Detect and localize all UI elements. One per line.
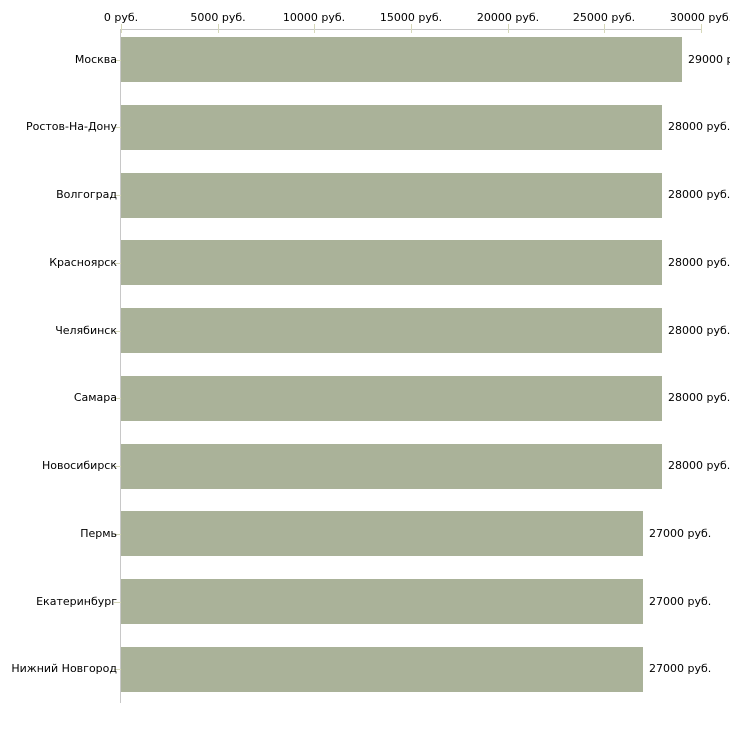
value-label: 28000 руб.	[668, 188, 730, 201]
category-label: Ростов-На-Дону	[25, 120, 117, 134]
bar	[121, 579, 643, 624]
x-axis-tick	[701, 24, 702, 33]
value-label: 27000 руб.	[649, 526, 712, 540]
bar	[121, 511, 643, 557]
x-axis-tick-label: 15000 руб.	[379, 11, 443, 24]
y-axis-tick	[114, 263, 121, 264]
y-axis-line	[120, 29, 121, 703]
value-label: 27000 руб.	[649, 594, 712, 608]
x-axis-tick	[604, 24, 605, 33]
y-axis-tick	[114, 669, 121, 670]
category-label: Пермь	[80, 526, 117, 540]
value-label: 29000 руб.	[688, 52, 730, 66]
value-label: 28000 руб.	[668, 459, 730, 472]
category-label: Красноярск	[49, 255, 117, 269]
category-label: Волгоград	[56, 188, 117, 201]
x-axis-tick-label: 0 руб.	[103, 11, 139, 24]
bar	[121, 104, 662, 150]
bar	[121, 172, 662, 218]
category-label: Челябинск	[55, 323, 117, 337]
value-label: 28000 руб.	[668, 323, 730, 337]
x-axis-tick-label: 30000 руб.	[669, 11, 730, 24]
x-axis-tick	[314, 24, 315, 33]
x-axis-tick-label: 20000 руб.	[476, 11, 540, 24]
y-axis-tick	[114, 195, 121, 196]
bar	[121, 646, 643, 692]
y-axis-tick	[114, 534, 121, 535]
bar	[121, 240, 662, 286]
bar	[121, 375, 662, 421]
y-axis-tick	[114, 602, 121, 603]
bar	[121, 308, 662, 353]
category-label: Самара	[73, 391, 117, 405]
x-axis-tick	[508, 24, 509, 33]
x-axis-tick-label: 10000 руб.	[282, 11, 346, 24]
bar	[121, 443, 662, 489]
value-label: 28000 руб.	[668, 120, 730, 134]
x-axis-tick-label: 5000 руб.	[190, 11, 246, 24]
value-label: 27000 руб.	[649, 662, 712, 676]
y-axis-tick	[114, 398, 121, 399]
x-axis-tick	[121, 24, 122, 33]
y-axis-tick	[114, 331, 121, 332]
category-label: Москва	[74, 52, 117, 66]
value-label: 28000 руб.	[668, 391, 730, 405]
bar	[121, 37, 682, 82]
x-axis-tick	[218, 24, 219, 33]
value-label: 28000 руб.	[668, 255, 730, 269]
category-label: Новосибирск	[41, 459, 117, 472]
x-axis-tick	[411, 24, 412, 33]
category-label: Нижний Новгород	[11, 662, 117, 676]
y-axis-tick	[114, 60, 121, 61]
y-axis-tick	[114, 127, 121, 128]
y-axis-tick	[114, 466, 121, 467]
x-axis-tick-label: 25000 руб.	[572, 11, 636, 24]
category-label: Екатеринбург	[36, 594, 117, 608]
